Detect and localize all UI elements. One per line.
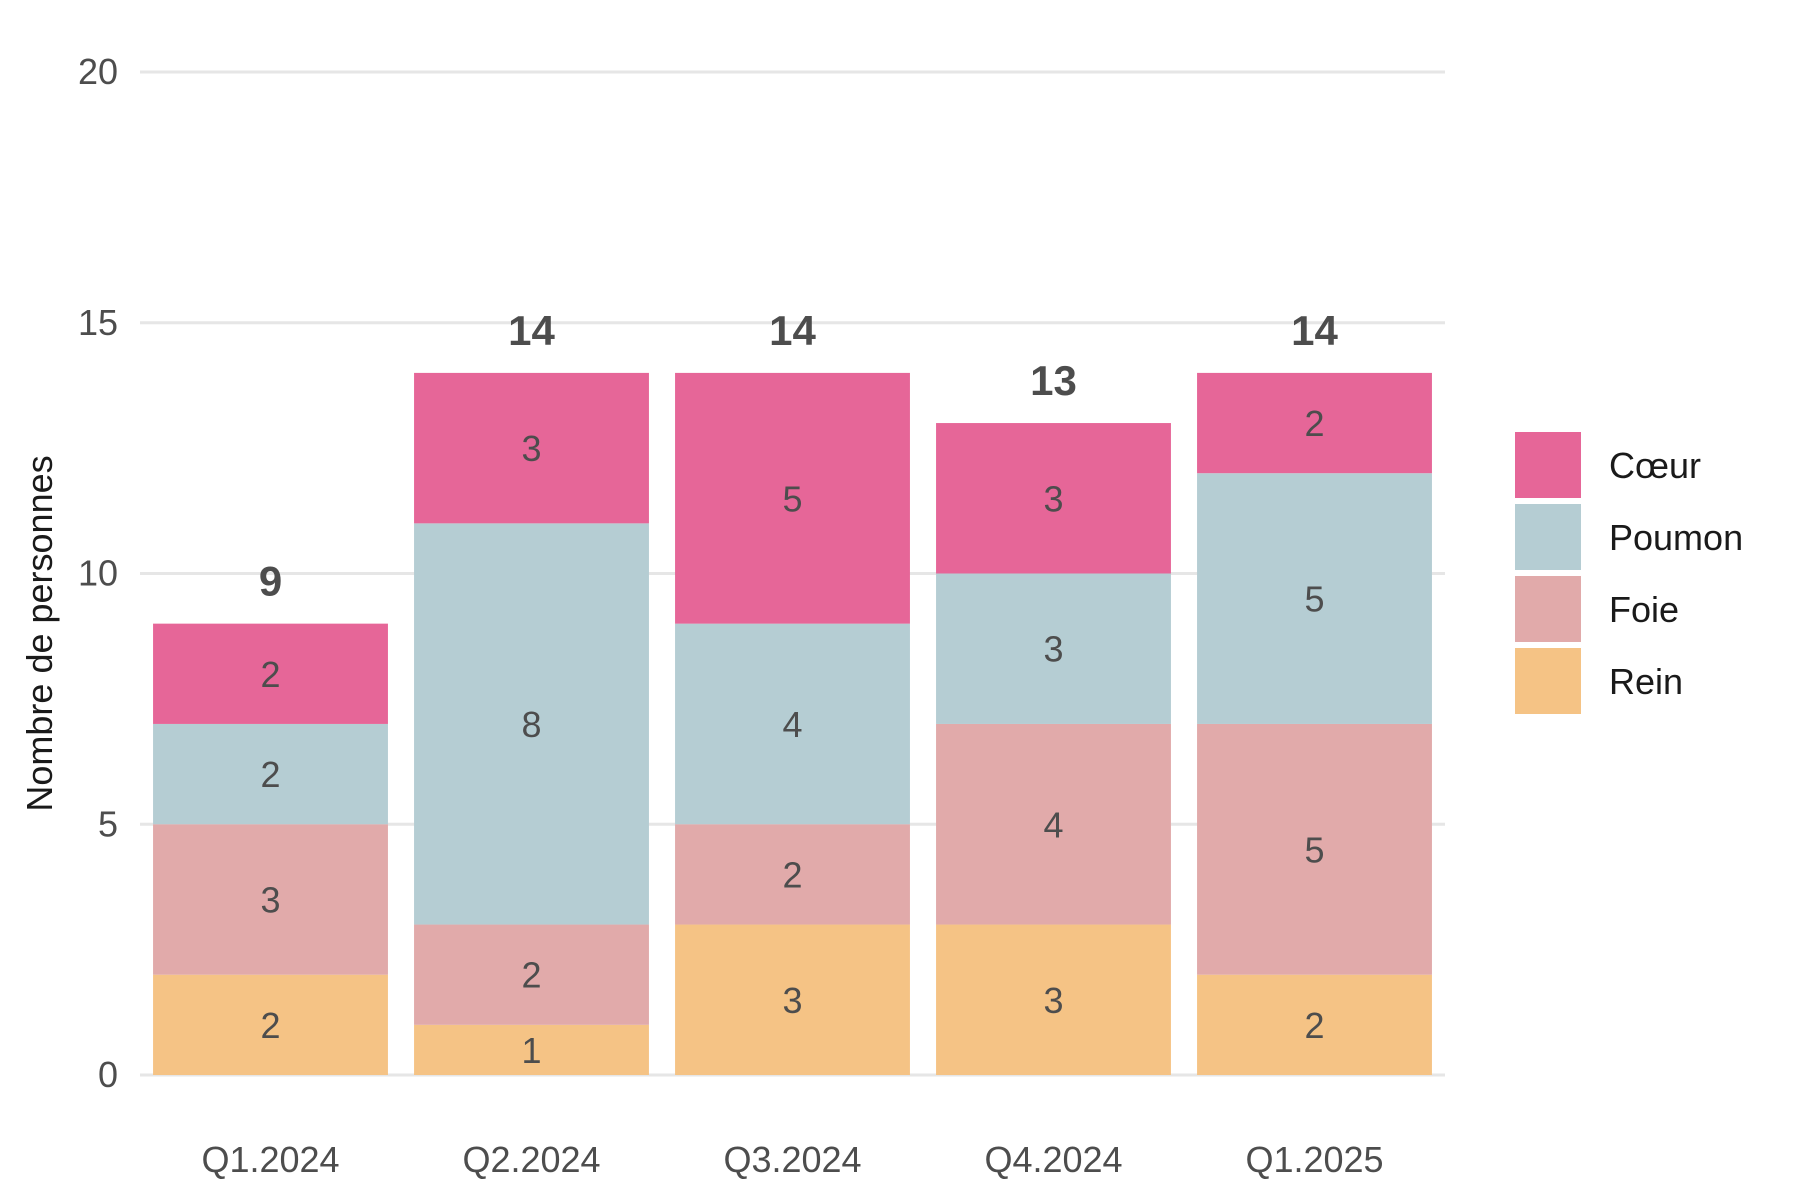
bar-segment-foie-Q1.2024: [153, 824, 388, 975]
segment-value-label: 3: [1043, 629, 1063, 670]
bar-segment-cœur-Q3.2024: [675, 372, 910, 624]
x-tick-label: Q3.2024: [723, 1139, 861, 1180]
segment-value-label: 5: [782, 478, 802, 519]
bar-segment-foie-Q1.2025: [1197, 723, 1432, 975]
segment-value-label: 2: [782, 854, 802, 895]
bar-segment-cœur-Q2.2024: [414, 372, 649, 524]
legend-swatch-poumon: [1515, 504, 1581, 570]
data-labels: 2 3 2 2 9 1 2 8 3 14 3 2 4 5 14 3 4 3 3 13 2 5 5 2 14: [259, 307, 1339, 1071]
bar-segment-poumon-Q1.2024: [153, 723, 388, 825]
bar-total-label: 14: [508, 307, 555, 354]
bar-total-label: 9: [259, 558, 282, 605]
y-tick-label: 0: [98, 1054, 118, 1095]
bar-segment-foie-Q4.2024: [936, 723, 1171, 925]
x-tick-label: Q1.2025: [1245, 1139, 1383, 1180]
segment-value-label: 3: [1043, 980, 1063, 1021]
y-tick-label: 10: [78, 553, 118, 594]
segment-value-label: 3: [260, 879, 280, 920]
bar-segment-foie-Q2.2024: [414, 924, 649, 1025]
y-tick-label: 20: [78, 51, 118, 92]
x-tick-label: Q2.2024: [462, 1139, 600, 1180]
segment-value-label: 2: [260, 654, 280, 695]
segment-value-label: 1: [521, 1030, 541, 1071]
y-axis-title: Nombre de personnes: [19, 455, 60, 811]
legend-label: Cœur: [1609, 445, 1701, 486]
segment-value-label: 3: [1043, 478, 1063, 519]
segment-value-label: 2: [1304, 1005, 1324, 1046]
legend-swatch-rein: [1515, 648, 1581, 714]
segment-value-label: 4: [1043, 804, 1063, 845]
bar-segment-poumon-Q1.2025: [1197, 473, 1432, 724]
y-tick-label: 5: [98, 803, 118, 844]
bar-segment-cœur-Q4.2024: [936, 423, 1171, 574]
segment-value-label: 4: [782, 704, 802, 745]
segment-value-label: 2: [260, 754, 280, 795]
x-tick-label: Q4.2024: [984, 1139, 1122, 1180]
segment-value-label: 8: [521, 704, 541, 745]
legend-swatch-cœur: [1515, 432, 1581, 498]
segment-value-label: 3: [782, 980, 802, 1021]
segment-value-label: 3: [521, 428, 541, 469]
bar-segment-rein-Q1.2025: [1197, 974, 1432, 1075]
legend-label: Poumon: [1609, 517, 1743, 558]
legend-label: Rein: [1609, 661, 1683, 702]
bar-segment-cœur-Q1.2025: [1197, 372, 1432, 474]
bar-total-label: 14: [769, 307, 816, 354]
bar-segment-poumon-Q2.2024: [414, 523, 649, 925]
bar-segment-rein-Q2.2024: [414, 1024, 649, 1075]
bar-total-label: 13: [1030, 357, 1077, 404]
bar-segment-foie-Q3.2024: [675, 824, 910, 925]
bar-segment-rein-Q3.2024: [675, 924, 910, 1075]
bar-segment-cœur-Q1.2024: [153, 623, 388, 724]
x-tick-label: Q1.2024: [201, 1139, 339, 1180]
bar-segment-poumon-Q3.2024: [675, 623, 910, 825]
y-tick-label: 15: [78, 302, 118, 343]
segment-value-label: 2: [260, 1005, 280, 1046]
segment-value-label: 5: [1304, 829, 1324, 870]
bar-segment-rein-Q4.2024: [936, 924, 1171, 1075]
segment-value-label: 5: [1304, 579, 1324, 620]
legend: Cœur Poumon Foie Rein: [1515, 432, 1743, 714]
bar-segment-rein-Q1.2024: [153, 974, 388, 1075]
bar-segment-poumon-Q4.2024: [936, 573, 1171, 724]
legend-swatch-foie: [1515, 576, 1581, 642]
bar-total-label: 14: [1291, 307, 1338, 354]
bars: [153, 372, 1432, 1075]
segment-value-label: 2: [1304, 403, 1324, 444]
legend-label: Foie: [1609, 589, 1679, 630]
segment-value-label: 2: [521, 955, 541, 996]
